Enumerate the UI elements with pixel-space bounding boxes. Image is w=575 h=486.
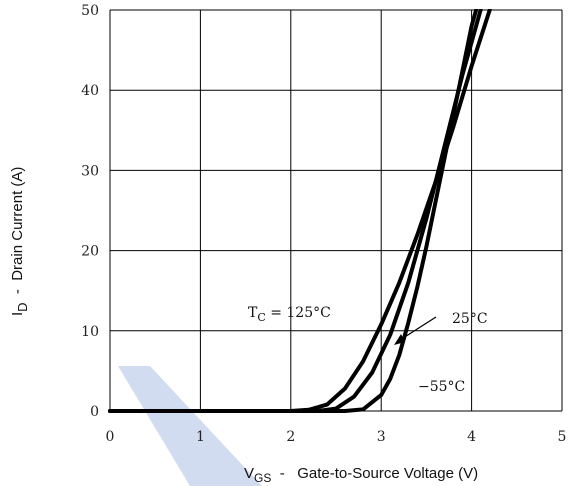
- x-tick-label-4: 4: [467, 429, 476, 445]
- annotation-tc-main: T: [248, 305, 258, 321]
- annotation-tc-sub: C: [257, 311, 265, 324]
- watermark-layer: [118, 366, 262, 486]
- annotation-25c: 25°C: [452, 311, 488, 327]
- x-tick-label-1: 1: [196, 429, 205, 445]
- series-line-2: [108, 9, 479, 413]
- y-tick-label-1: 10: [81, 324, 99, 340]
- x-tick-label-3: 3: [377, 429, 386, 445]
- annotation-tc-rest: = 125°C: [266, 305, 331, 321]
- annotation-minus55c: −55°C: [418, 379, 465, 395]
- x-tick-label-5: 5: [558, 429, 567, 445]
- x-axis-label-rest: - Gate-to-Source Voltage (V): [271, 465, 478, 482]
- y-tick-label-4: 40: [81, 83, 99, 99]
- y-tick-label-3: 30: [81, 163, 99, 179]
- annotation-arrow-head: [394, 334, 405, 345]
- annotation-tc-125: TC = 125°C: [248, 305, 331, 324]
- y-axis-label-sub: D: [15, 302, 30, 311]
- y-axis-label-main: I: [9, 312, 26, 316]
- y-tick-label-2: 20: [81, 244, 99, 260]
- x-tick-label-2: 2: [286, 429, 295, 445]
- x-tick-label-0: 0: [106, 429, 115, 445]
- x-axis-label-sub: GS: [254, 471, 271, 485]
- y-tick-label-0: 0: [90, 404, 99, 420]
- watermark-band: [118, 366, 262, 486]
- x-axis-label: VGS - Gate-to-Source Voltage (V): [244, 465, 478, 485]
- annotation-arrow-line: [399, 316, 437, 341]
- series-layer: [108, 9, 492, 413]
- y-axis-label: ID - Drain Current (A): [9, 167, 30, 316]
- y-axis-label-rest: - Drain Current (A): [9, 167, 26, 303]
- grid-layer: [109, 9, 563, 412]
- y-tick-label-5: 50: [81, 3, 99, 19]
- x-axis-label-main: V: [244, 465, 254, 482]
